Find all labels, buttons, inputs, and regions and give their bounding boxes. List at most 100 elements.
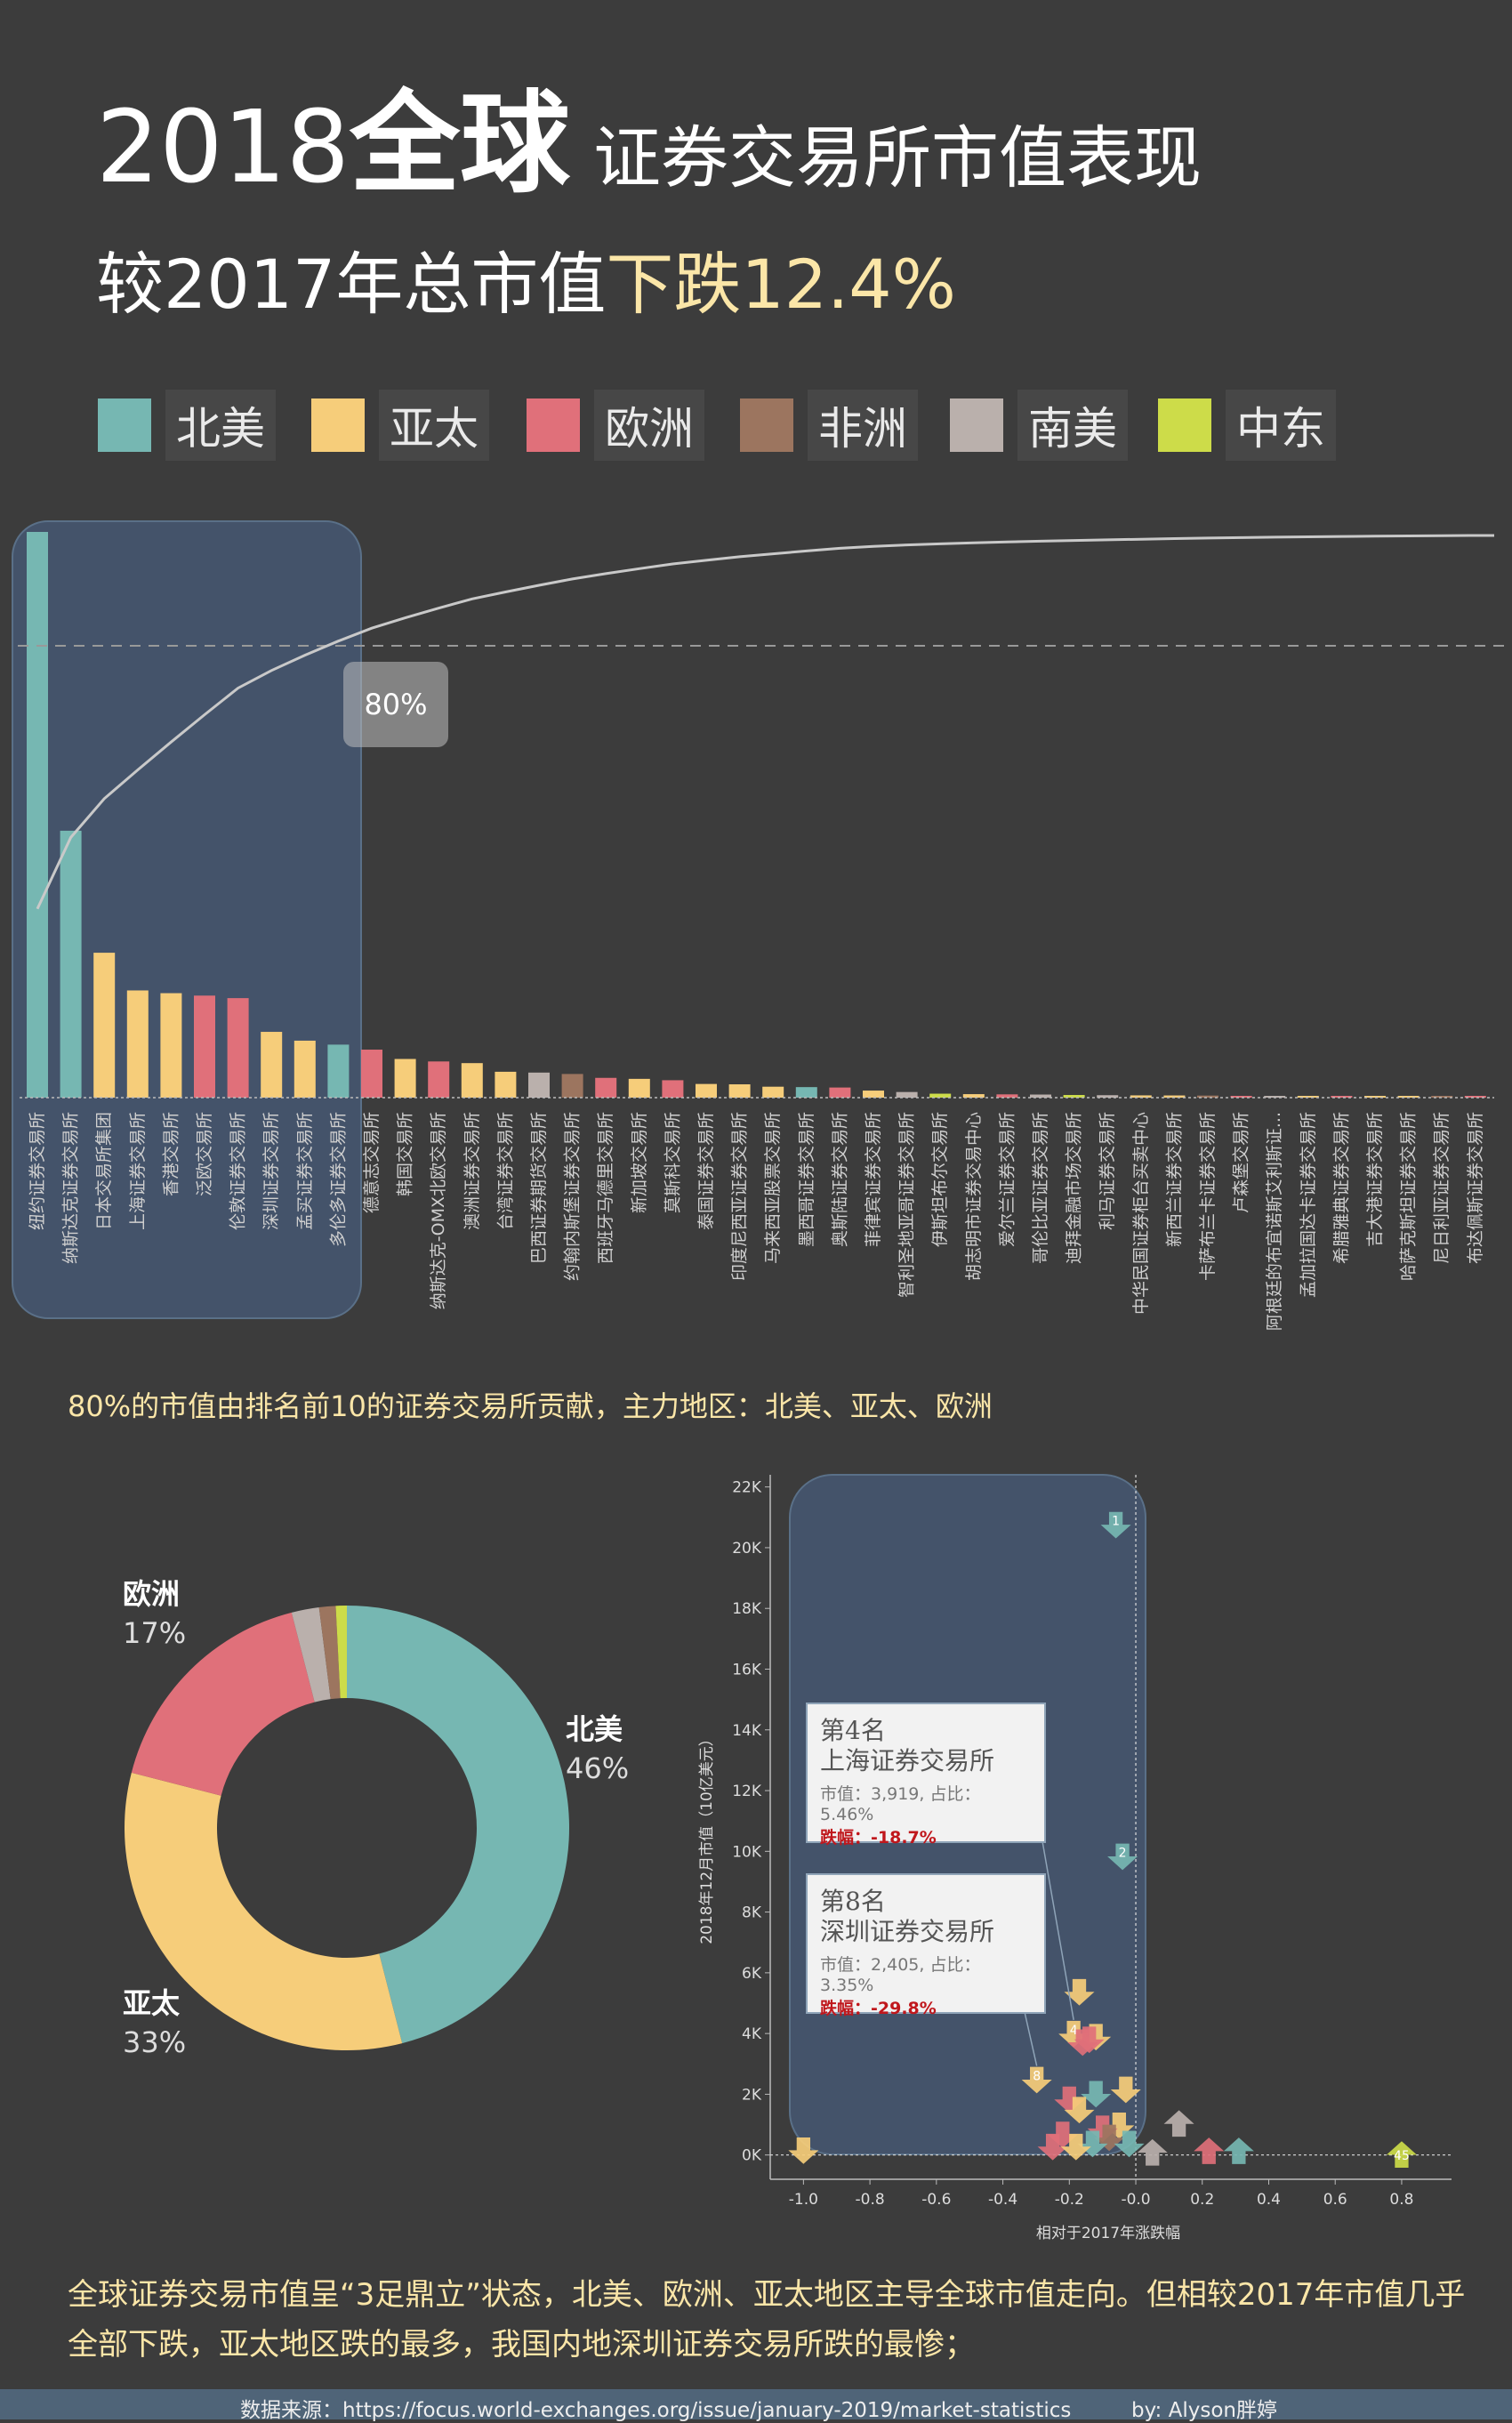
donut-slice xyxy=(291,1606,331,1703)
bar-tick-label: 德意志交易所 xyxy=(362,1112,382,1213)
bar-tick-label: 台湾证券交易所 xyxy=(495,1112,515,1230)
y-tick-label: 10K xyxy=(732,1843,762,1861)
footer-source: 数据来源：https://focus.world-exchanges.org/i… xyxy=(240,2399,1072,2422)
donut-slice xyxy=(318,1606,341,1700)
bar xyxy=(194,995,215,1098)
note-top10: 80%的市值由排名前10的证券交易所贡献，主力地区：北美、亚太、欧洲 xyxy=(68,1389,993,1423)
bar-tick-label: 西班牙马德里交易所 xyxy=(596,1112,615,1264)
top10-highlight-panel xyxy=(12,520,362,1319)
x-tick-label: -0.0 xyxy=(1121,2191,1150,2209)
donut-label-north-america: 北美 46% xyxy=(566,1710,629,1788)
donut-slice xyxy=(335,1606,347,1699)
bar-tick-label: 纳斯达克证券交易所 xyxy=(61,1112,81,1264)
page-title: 2018全球 证券交易所市值表现 xyxy=(96,89,1202,199)
legend-swatch xyxy=(98,398,151,452)
bar-tick-label: 墨西哥证券交易所 xyxy=(797,1112,816,1247)
x-tick-label: 0.4 xyxy=(1257,2191,1281,2209)
bar xyxy=(227,998,249,1098)
scatter-point xyxy=(1054,2086,1085,2113)
bar-tick-label: 深圳证券交易所 xyxy=(261,1112,281,1230)
scatter-point xyxy=(1223,2137,1254,2164)
donut-label-pct: 33% xyxy=(123,2025,187,2059)
subtitle-prefix: 较2017年总市值 xyxy=(96,245,607,324)
tooltip-name: 上海证券交易所 xyxy=(820,1746,995,1775)
bar xyxy=(1030,1094,1051,1098)
bar-tick-label: 利马证券交易所 xyxy=(1098,1112,1117,1230)
bar-tick-label: 日本交易所集团 xyxy=(94,1112,114,1230)
bar xyxy=(929,1093,952,1098)
title-global: 全球 xyxy=(350,80,571,208)
bar-tick-label: 泰国证券交易所 xyxy=(696,1112,716,1230)
bar xyxy=(261,1032,283,1098)
bar xyxy=(126,990,149,1098)
donut-label-asia-pacific: 亚太 33% xyxy=(123,1984,186,2062)
donut-label-name: 亚太 xyxy=(123,1986,181,2020)
donut-slice xyxy=(347,1606,570,2044)
tooltip-rank: 第8名 xyxy=(820,1887,886,1916)
scatter-point xyxy=(1077,2130,1108,2158)
scatter-x-label: 相对于2017年涨跌幅 xyxy=(1036,2225,1180,2242)
scatter-point xyxy=(1058,2020,1090,2048)
x-tick-label: -1.0 xyxy=(789,2191,818,2209)
bar xyxy=(495,1071,517,1098)
scatter-point-label: 1 xyxy=(1112,1515,1120,1529)
bar-tick-label: 约翰内斯堡证券交易所 xyxy=(563,1112,583,1281)
donut-chart xyxy=(125,1606,570,2050)
donut-label-name: 北美 xyxy=(566,1712,623,1746)
x-tick-label: 0.6 xyxy=(1323,2191,1347,2209)
bar xyxy=(1264,1096,1286,1098)
tooltip-rank: 第4名 xyxy=(820,1716,886,1745)
bar xyxy=(1130,1095,1152,1098)
bar xyxy=(1297,1096,1319,1098)
footer-author: by: Alyson胖婷 xyxy=(1131,2399,1277,2422)
legend-label: 中东 xyxy=(1226,390,1336,461)
donut-label-pct: 17% xyxy=(123,1616,187,1650)
tooltip-leader-line xyxy=(1024,2011,1038,2066)
title-rest: 证券交易所市值表现 xyxy=(593,118,1202,197)
tooltip-shenzhen: 第8名 深圳证券交易所 市值：2,405, 占比：3.35% 跌幅：-29.8% xyxy=(806,1873,1046,2018)
bar-tick-label: 卡萨布兰卡证券交易所 xyxy=(1198,1112,1218,1281)
scatter-point xyxy=(1067,2029,1098,2057)
scatter-point xyxy=(1064,2097,1095,2124)
y-tick-label: 18K xyxy=(732,1600,762,1618)
scatter-point-label: 2 xyxy=(1119,1847,1127,1861)
y-tick-label: 0K xyxy=(742,2147,762,2165)
scatter-point-label: 45 xyxy=(1394,2149,1410,2163)
scatter-point xyxy=(1107,1843,1138,1871)
bar-tick-label: 哈萨克斯坦证券交易所 xyxy=(1399,1112,1419,1281)
scatter-point xyxy=(1110,2076,1141,2104)
bar-tick-label: 泛欧交易所 xyxy=(195,1112,214,1196)
bar-tick-label: 吉大港证券交易所 xyxy=(1365,1112,1385,1247)
scatter-point xyxy=(1021,2066,1052,2094)
bar-tick-label: 菲律宾证券交易所 xyxy=(864,1112,883,1247)
bar xyxy=(1364,1096,1386,1098)
bar-tick-label: 澳洲证券交易所 xyxy=(462,1112,482,1230)
cumulative-percent-line xyxy=(36,534,1494,910)
scatter-point xyxy=(1047,2121,1078,2148)
legend-item-north-america: 北美 xyxy=(98,390,276,461)
note-summary: 全球证券交易市值呈“3足鼎立”状态，北美、欧洲、亚太地区主导全球市值走向。但相较… xyxy=(68,2277,1466,2363)
scatter-point xyxy=(1386,2141,1417,2168)
tooltip-leader-line xyxy=(1042,1840,1074,2021)
bar-tick-label: 莫斯科交易所 xyxy=(663,1112,682,1213)
legend-swatch xyxy=(1158,398,1211,452)
footer-bar: 数据来源：https://focus.world-exchanges.org/i… xyxy=(0,2389,1512,2422)
bar-tick-label: 新西兰证券交易所 xyxy=(1164,1112,1184,1247)
scatter-chart: 0K 2K 4K 6K 8K 10K 12K 14K 16K 18K 20K 22K -1.0 -0.8 -… xyxy=(698,1474,1452,2242)
y-tick-label: 6K xyxy=(742,1965,762,1983)
bar-tick-label: 香港交易所 xyxy=(161,1112,181,1196)
bar-tick-label: 印度尼西亚证券交易所 xyxy=(730,1112,750,1281)
bar xyxy=(896,1091,918,1098)
legend-label: 北美 xyxy=(165,390,276,461)
annotation-80-percent: 80% xyxy=(343,662,448,747)
bar-tick-label: 孟加拉国达卡证券交易所 xyxy=(1299,1112,1318,1298)
bar xyxy=(628,1078,650,1098)
legend-label: 欧洲 xyxy=(594,390,704,461)
legend-item-south-america: 南美 xyxy=(950,390,1128,461)
y-tick-label: 12K xyxy=(732,1783,762,1800)
bar-tick-label: 哥伦比亚证券交易所 xyxy=(1031,1112,1050,1264)
legend-item-middle-east: 中东 xyxy=(1158,390,1336,461)
donut-label-pct: 46% xyxy=(566,1751,630,1785)
y-tick-label: 2K xyxy=(742,2086,762,2104)
bar-tick-label: 智利圣地亚哥证券交易所 xyxy=(897,1112,917,1298)
